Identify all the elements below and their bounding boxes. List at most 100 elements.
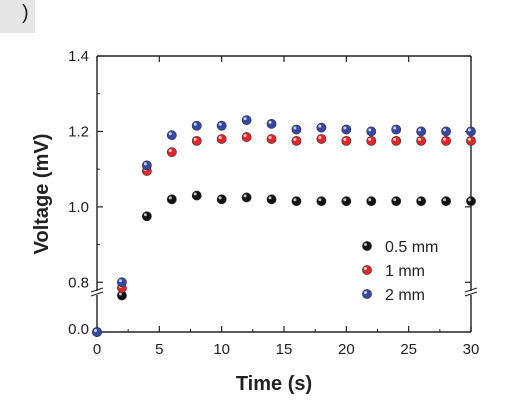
legend-marker xyxy=(362,265,372,275)
data-point-0-5-mm xyxy=(216,194,227,205)
data-point-2-mm xyxy=(366,126,377,137)
data-point-highlight xyxy=(393,198,397,202)
data-point-1-mm xyxy=(191,135,202,146)
legend-marker xyxy=(362,241,372,251)
axis-break-gap xyxy=(465,291,477,295)
data-point-highlight xyxy=(418,198,422,202)
data-point-highlight xyxy=(168,196,172,200)
data-point-2-mm xyxy=(191,120,202,131)
legend-label: 0.5 mm xyxy=(385,239,438,256)
data-point-highlight xyxy=(368,128,372,132)
data-point-2-mm xyxy=(241,115,252,126)
legend-label: 1 mm xyxy=(385,263,425,280)
data-point-1-mm xyxy=(366,135,377,146)
data-point-highlight xyxy=(443,198,447,202)
data-point-highlight xyxy=(343,137,347,141)
data-point-highlight xyxy=(468,128,471,132)
data-point-1-mm xyxy=(316,134,327,144)
data-point-0-5-mm xyxy=(291,196,302,207)
data-point-highlight xyxy=(293,137,297,141)
x-tick-label: 10 xyxy=(213,341,230,358)
data-point-1-mm xyxy=(416,135,427,146)
axis-break-mark xyxy=(90,291,104,297)
data-point-1-mm xyxy=(241,132,252,142)
y-tick-label: 0.0 xyxy=(68,321,89,338)
data-point-highlight xyxy=(293,126,297,130)
data-point-2-mm xyxy=(92,327,102,337)
data-point-highlight xyxy=(318,198,322,202)
data-point-1-mm xyxy=(291,135,302,146)
y-tick-label: 1.0 xyxy=(68,199,89,216)
data-point-highlight xyxy=(268,135,272,139)
data-point-2-mm xyxy=(117,277,127,288)
data-point-highlight xyxy=(393,137,397,141)
data-point-highlight xyxy=(218,122,222,126)
data-point-highlight xyxy=(243,117,247,121)
x-tick-label: 30 xyxy=(463,341,480,358)
data-point-highlight xyxy=(243,134,247,138)
data-point-highlight xyxy=(418,128,422,132)
data-point-highlight xyxy=(468,198,471,202)
data-point-highlight xyxy=(193,122,197,126)
y-tick-label: 1.4 xyxy=(68,48,89,65)
data-point-0-5-mm xyxy=(166,194,177,205)
data-point-highlight xyxy=(343,126,347,130)
data-point-highlight xyxy=(218,196,222,200)
data-point-highlight xyxy=(143,162,147,166)
data-point-2-mm xyxy=(416,126,427,137)
data-point-0-5-mm xyxy=(466,196,476,207)
data-point-highlight xyxy=(268,120,272,124)
data-point-1-mm xyxy=(216,134,227,144)
axis-break-mark xyxy=(90,287,104,293)
data-point-2-mm xyxy=(466,126,476,137)
data-point-highlight xyxy=(468,137,471,141)
axis-break-mark xyxy=(464,287,478,293)
data-point-0-5-mm xyxy=(441,196,451,207)
legend-marker xyxy=(362,289,372,299)
y-axis-title: Voltage (mV) xyxy=(31,134,53,255)
data-point-highlight xyxy=(418,137,422,141)
data-point-0-5-mm xyxy=(316,196,327,207)
data-point-highlight xyxy=(118,292,122,296)
data-point-0-5-mm xyxy=(416,196,427,207)
data-point-highlight xyxy=(293,198,297,202)
panel-label: ) xyxy=(22,2,29,24)
data-point-2-mm xyxy=(141,160,152,171)
data-point-1-mm xyxy=(441,135,451,146)
data-point-0-5-mm xyxy=(266,194,277,205)
axis-break-mark xyxy=(464,291,478,297)
x-tick-label: 20 xyxy=(338,341,355,358)
data-point-highlight xyxy=(443,128,447,132)
data-point-highlight xyxy=(94,329,97,332)
data-point-2-mm xyxy=(266,118,277,129)
data-point-highlight xyxy=(318,124,322,128)
data-point-highlight xyxy=(268,196,272,200)
data-point-0-5-mm xyxy=(141,211,152,222)
data-point-highlight xyxy=(368,198,372,202)
x-tick-label: 25 xyxy=(400,341,417,358)
data-point-2-mm xyxy=(291,124,302,135)
x-axis-title: Time (s) xyxy=(236,373,312,395)
data-point-highlight xyxy=(443,137,447,141)
data-point-highlight xyxy=(393,126,397,130)
data-point-highlight xyxy=(143,213,147,217)
data-point-2-mm xyxy=(216,120,227,131)
data-point-0-5-mm xyxy=(391,196,402,207)
data-point-1-mm xyxy=(391,135,402,146)
data-point-highlight xyxy=(243,194,247,198)
data-point-2-mm xyxy=(441,126,451,137)
data-point-highlight xyxy=(193,137,197,141)
x-tick-label: 0 xyxy=(93,341,101,358)
data-point-highlight xyxy=(118,279,122,283)
data-point-highlight xyxy=(218,135,222,139)
data-point-1-mm xyxy=(266,134,277,144)
data-point-highlight xyxy=(343,198,347,202)
data-point-0-5-mm xyxy=(191,190,202,201)
legend-marker-highlight xyxy=(364,291,367,294)
data-point-2-mm xyxy=(341,124,352,135)
data-point-highlight xyxy=(368,137,372,141)
data-point-0-5-mm xyxy=(241,192,252,203)
data-point-2-mm xyxy=(316,122,327,133)
legend-marker-highlight xyxy=(364,267,367,270)
